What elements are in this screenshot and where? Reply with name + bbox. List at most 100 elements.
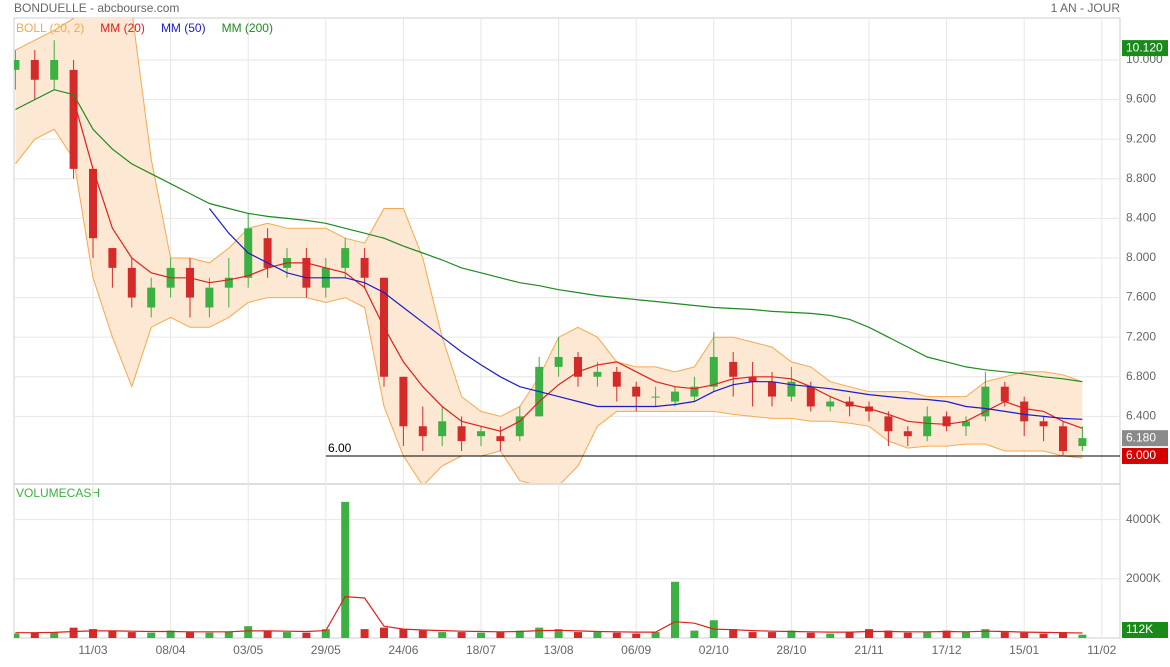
volume-bar [186,632,194,638]
y-tick-label: 9.200 [1126,131,1156,145]
bollinger-upper [15,18,1083,417]
candle-body [709,356,718,387]
x-tick-label: 08/04 [156,643,186,657]
candle-body [806,386,815,407]
volume-bar [224,631,233,638]
volume-bar [845,632,854,638]
candle-body [884,416,893,432]
candle-body [671,391,679,402]
candle-body [418,426,427,437]
x-tick-label: 13/08 [544,643,574,657]
candle-body [205,287,214,308]
candle-body [399,376,408,427]
candle-body [438,421,447,437]
volume-bar [923,632,932,638]
volume-bar [748,632,757,638]
volume-bar [14,633,20,638]
volume-bar [690,630,699,638]
volume-bar [380,627,388,638]
volume-bar [341,501,350,638]
volume-bar [50,632,59,638]
price-tag-label: 6.000 [1126,448,1156,462]
chart-title: BONDUELLE - abcbourse.com [14,1,179,15]
legend-entry: BOLL (20, 2) [16,21,84,35]
volume-bar [1039,633,1048,638]
volume-average [15,595,1083,634]
price-tag [1122,430,1168,447]
period-label: 1 AN - JOUR [1051,1,1121,15]
candle-body [1078,438,1087,447]
volume-title: VOLUMECASH [16,486,100,500]
legend-entry: MM (200) [222,21,273,35]
price-tag-label: 112K [1126,622,1153,636]
volume-bar [263,630,272,638]
volume-bar [981,629,990,638]
volume-bar [515,630,524,638]
volume-bar [651,632,660,638]
price-tag-label: 10.120 [1126,40,1163,54]
moving-average [15,89,1083,383]
x-tick-label: 29/05 [311,643,341,657]
volume-bar [321,629,330,638]
price-tag [1122,40,1168,57]
volume-bar [477,632,485,638]
candle-body [729,361,738,377]
candle-body [787,381,796,397]
volume-bar [127,632,136,638]
volume-bar [806,632,815,638]
candle-body [1020,401,1029,422]
candle-body [593,371,602,377]
reference-label: 6.00 [328,441,352,455]
candle-body [360,257,369,278]
candle-body [515,416,524,437]
x-tick-label: 11/02 [1087,643,1116,657]
x-tick-label: 17/12 [932,643,962,657]
volume-bar [671,581,679,638]
candle-body [942,416,951,427]
volume-panel [14,501,1087,638]
candle-body [147,287,156,308]
y-tick-label: 8.000 [1126,250,1156,264]
volume-bar [632,633,641,638]
volume-bar [942,630,951,638]
volume-bar [1020,632,1029,638]
volume-bar [903,632,912,638]
candle-body [574,356,582,377]
candle-body [690,386,699,397]
moving-average [208,208,1083,420]
candle-body [923,416,932,437]
volume-bar [535,627,544,638]
volume-bar [729,629,738,638]
volume-bar [147,632,156,638]
candle-body [69,69,78,169]
candle-body [768,381,776,397]
volume-bar [612,632,621,638]
volume-bar [108,630,117,638]
volume-bar [962,632,970,638]
candle-body [981,386,990,417]
volume-bar [1000,632,1009,638]
candle-body [962,421,970,427]
volume-bar [1059,632,1067,638]
price-tag [1122,622,1168,638]
volume-bar [884,630,893,638]
x-tick-label: 11/03 [78,643,107,657]
volume-bar [30,632,39,638]
y-tick-label: 8.800 [1126,171,1156,185]
candle-body [89,168,97,239]
volume-bar [826,633,835,638]
y-tick-label: 6.800 [1126,369,1156,383]
volume-bar [574,632,582,638]
price-panel [14,18,1120,483]
candle-body [14,59,20,70]
volume-bar [399,629,408,638]
volume-bar [360,629,369,638]
candle-body [302,257,311,288]
y-tick-label: 4000K [1126,512,1161,526]
y-tick-label: 7.600 [1126,290,1156,304]
x-tick-label: 21/11 [854,643,883,657]
candle-body [496,436,505,442]
candle-body [748,376,757,382]
volume-bar [283,632,291,638]
